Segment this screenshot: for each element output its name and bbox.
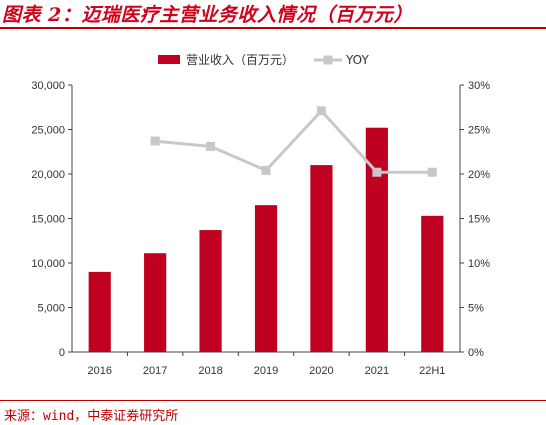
yoy-line bbox=[154, 108, 433, 174]
revenue-bar bbox=[88, 271, 111, 352]
revenue-bar bbox=[365, 127, 388, 352]
left-tick-label: 5,000 bbox=[37, 303, 65, 315]
revenue-bar bbox=[310, 165, 333, 352]
left-tick-label: 15,000 bbox=[31, 214, 65, 226]
yoy-point bbox=[316, 106, 326, 116]
footer-divider bbox=[0, 400, 546, 401]
right-tick-label: 20% bbox=[468, 169, 490, 181]
bar-series bbox=[88, 127, 444, 352]
revenue-bar bbox=[144, 253, 167, 352]
source-note: 来源：wind，中泰证券研究所 bbox=[4, 409, 179, 424]
revenue-bar bbox=[199, 230, 222, 352]
left-tick-label: 30,000 bbox=[31, 80, 65, 92]
yoy-point bbox=[261, 165, 271, 175]
x-tick-label: 2020 bbox=[309, 365, 333, 377]
legend-line-label: YOY bbox=[345, 53, 369, 67]
legend-bar-label: 营业收入（百万元） bbox=[186, 53, 294, 67]
left-tick-label: 25,000 bbox=[31, 125, 65, 137]
x-tick-label: 2021 bbox=[365, 365, 389, 377]
revenue-bar bbox=[421, 215, 444, 352]
x-tick-label: 2017 bbox=[143, 365, 167, 377]
x-tick-label: 2019 bbox=[254, 365, 278, 377]
yoy-line-series bbox=[150, 106, 437, 177]
yoy-point bbox=[372, 167, 382, 177]
legend-line-marker bbox=[323, 55, 333, 65]
x-tick-label: 22H1 bbox=[419, 365, 445, 377]
legend-bar-swatch bbox=[158, 55, 180, 64]
right-tick-label: 5% bbox=[468, 303, 484, 315]
yoy-point bbox=[150, 136, 160, 146]
right-tick-label: 10% bbox=[468, 258, 490, 270]
left-tick-label: 0 bbox=[59, 347, 65, 359]
left-tick-label: 10,000 bbox=[31, 258, 65, 270]
revenue-bar bbox=[254, 205, 278, 352]
right-tick-label: 15% bbox=[468, 214, 490, 226]
x-tick-label: 2016 bbox=[87, 365, 111, 377]
left-tick-label: 20,000 bbox=[31, 169, 65, 181]
title-divider bbox=[0, 27, 546, 29]
right-tick-label: 25% bbox=[468, 125, 490, 137]
x-tick-label: 2018 bbox=[198, 365, 222, 377]
revenue-chart: 营业收入（百万元） YOY 0 5,000 10,000 15,000 20,000 25,… bbox=[31, 53, 490, 377]
right-tick-label: 0% bbox=[468, 347, 484, 359]
axes: 0 5,000 10,000 15,000 20,000 25,000 30,000 0% 5%… bbox=[31, 80, 490, 377]
legend: 营业收入（百万元） YOY bbox=[158, 53, 369, 67]
yoy-point bbox=[206, 141, 216, 151]
chart-title: 图表 2：迈瑞医疗主营业务收入情况（百万元） bbox=[2, 4, 413, 26]
right-tick-label: 30% bbox=[468, 80, 490, 92]
yoy-point bbox=[427, 167, 437, 177]
